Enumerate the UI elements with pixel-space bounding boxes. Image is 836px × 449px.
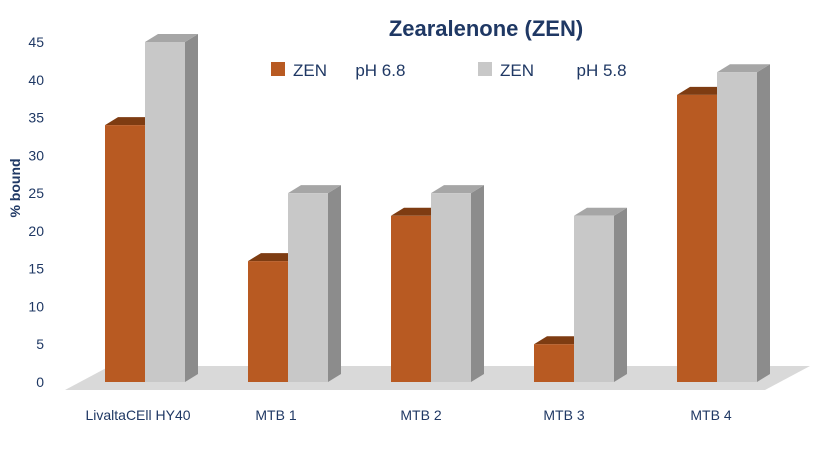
bar-top <box>431 185 484 194</box>
legend-swatch-series-2 <box>478 62 492 76</box>
legend-swatch-series-1 <box>271 62 285 76</box>
bar-front <box>105 125 145 382</box>
bar-front <box>248 261 288 382</box>
bar-side <box>471 185 484 382</box>
bar-front <box>717 72 757 382</box>
bar-top <box>288 185 341 194</box>
x-category-label: MTB 2 <box>400 407 441 423</box>
bar-series2-3 <box>574 207 627 382</box>
bar-side <box>328 185 341 382</box>
bar-top <box>145 34 198 42</box>
y-tick-label: 5 <box>36 336 44 352</box>
bar-top <box>534 336 587 345</box>
bar-side <box>757 64 770 382</box>
y-tick-label: 15 <box>28 261 44 277</box>
bar-series2-4 <box>717 64 770 382</box>
x-category-label: MTB 3 <box>543 407 584 423</box>
bar-top <box>677 86 730 95</box>
x-category-label: MTB 1 <box>255 407 296 423</box>
bar-side <box>185 34 198 382</box>
y-axis-label: % bound <box>7 158 23 217</box>
bar-front <box>431 193 471 382</box>
bar-top <box>105 117 158 126</box>
bar-front <box>391 215 431 382</box>
bar-series2-0 <box>145 34 198 382</box>
legend-label-series-1: ZEN pH 6.8 <box>293 61 405 80</box>
y-tick-label: 40 <box>28 72 44 88</box>
bar-top <box>717 64 770 73</box>
bar-series2-1 <box>288 185 341 382</box>
bar-front <box>677 94 717 382</box>
y-tick-label: 0 <box>36 374 44 390</box>
bar-top <box>391 207 444 216</box>
y-tick-label: 30 <box>28 147 44 163</box>
y-tick-label: 20 <box>28 223 44 239</box>
y-tick-label: 35 <box>28 110 44 126</box>
y-tick-label: 10 <box>28 298 44 314</box>
bar-series2-2 <box>431 185 484 382</box>
x-category-label: LivaltaCEll HY40 <box>85 407 190 423</box>
bar-front <box>534 344 574 382</box>
bar-front <box>574 215 614 382</box>
bar-front <box>145 42 185 382</box>
y-tick-label: 25 <box>28 185 44 201</box>
chart-title: Zearalenone (ZEN) <box>389 16 583 41</box>
bar-top <box>248 253 301 262</box>
bar-top <box>574 207 627 216</box>
legend-label-series-2: ZEN pH 5.8 <box>500 61 627 80</box>
x-category-label: MTB 4 <box>690 407 731 423</box>
y-tick-label: 45 <box>28 34 44 50</box>
bar-front <box>288 193 328 382</box>
legend: ZEN pH 6.8 ZEN pH 5.8 <box>271 61 627 80</box>
bar-side <box>614 207 627 382</box>
